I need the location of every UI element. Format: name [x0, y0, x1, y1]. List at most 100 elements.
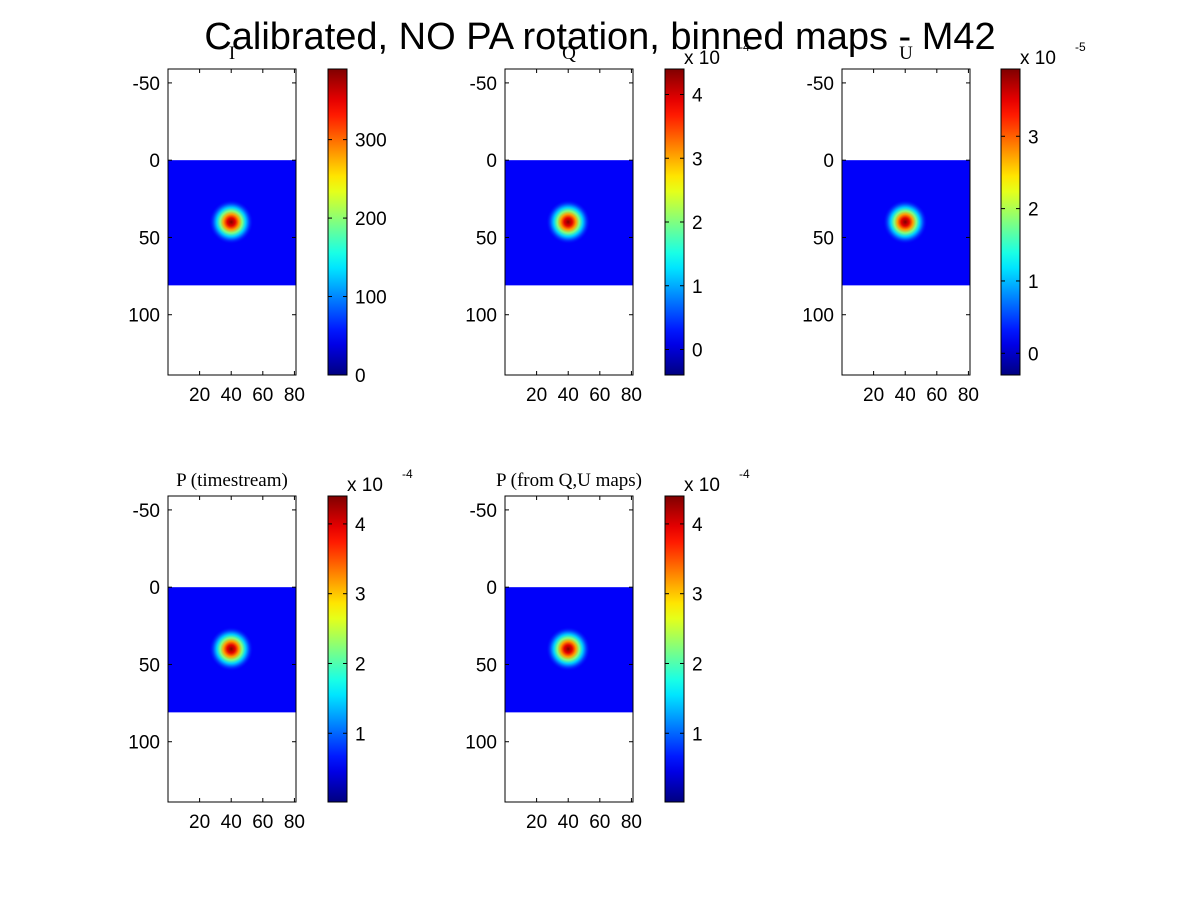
y-tick-label: 50 [139, 655, 160, 676]
source-blob [209, 199, 254, 245]
y-tick-label: 100 [802, 306, 834, 327]
colorbar-tick-label: 0 [355, 366, 366, 387]
colorbar-tick-label: 4 [692, 86, 703, 107]
colorbar: 0 1 2 3 4 x 10 -4 [664, 40, 750, 376]
source-blob [883, 199, 928, 245]
colorbar-multiplier: x 10 [347, 475, 383, 496]
axes-frame [504, 68, 634, 376]
subplot-title: P (timestream) [176, 470, 288, 491]
x-tick-label: 80 [284, 812, 305, 833]
x-tick-label: 80 [621, 812, 642, 833]
colorbar: 1 2 3 4 x 10 -4 [327, 467, 413, 803]
y-tick-label: -50 [470, 501, 497, 522]
colorbar: 0 100 200 300 [327, 68, 387, 387]
x-tick-label: 20 [189, 385, 210, 406]
colorbar-fill [327, 68, 348, 376]
source-blob [209, 626, 254, 672]
colorbar-tick-label: 1 [1028, 272, 1039, 293]
y-tick-label: -50 [807, 74, 834, 95]
x-tick-label: 40 [221, 385, 242, 406]
colorbar-tick-label: 2 [692, 654, 703, 675]
subplot-2: 20 40 60 80 -50 0 50 100 Q 0 1 2 3 4 x 10 -4 [465, 40, 750, 406]
axes-frame [504, 495, 634, 803]
y-tick-label: 50 [476, 655, 497, 676]
y-tick-label: 50 [813, 228, 834, 249]
y-tick-label: 50 [476, 228, 497, 249]
y-tick-label: -50 [470, 74, 497, 95]
colorbar-multiplier: x 10 [1020, 48, 1056, 69]
x-tick-label: 20 [526, 385, 547, 406]
subplot-title: I [229, 43, 235, 64]
x-tick-label: 40 [895, 385, 916, 406]
axes-frame [841, 68, 971, 376]
y-tick-label: 0 [486, 578, 497, 599]
x-tick-label: 60 [589, 385, 610, 406]
x-tick-label: 20 [526, 812, 547, 833]
source-blob [546, 626, 591, 672]
x-tick-label: 40 [558, 385, 579, 406]
subplot-title: Q [562, 43, 576, 64]
colorbar-tick-label: 2 [355, 654, 366, 675]
x-tick-label: 80 [958, 385, 979, 406]
colorbar-tick-label: 4 [692, 515, 703, 536]
y-tick-label: -50 [133, 74, 160, 95]
x-tick-label: 60 [589, 812, 610, 833]
colorbar-exponent: -4 [739, 467, 750, 481]
colorbar-multiplier: x 10 [684, 475, 720, 496]
axes-frame [167, 495, 297, 803]
colorbar-tick-label: 2 [692, 213, 703, 234]
x-tick-label: 80 [621, 385, 642, 406]
subplot-1: 20 40 60 80 -50 0 50 100 I 0 100 200 300 [128, 43, 386, 406]
x-tick-label: 20 [189, 812, 210, 833]
y-tick-label: 0 [149, 151, 160, 172]
y-tick-label: 100 [465, 733, 497, 754]
y-tick-label: 0 [823, 151, 834, 172]
x-tick-label: 20 [863, 385, 884, 406]
colorbar-tick-label: 2 [1028, 200, 1039, 221]
colorbar-exponent: -5 [1075, 40, 1086, 54]
x-tick-label: 60 [252, 812, 273, 833]
x-tick-label: 80 [284, 385, 305, 406]
colorbar-tick-label: 1 [692, 277, 703, 298]
y-tick-label: 0 [149, 578, 160, 599]
x-tick-label: 40 [221, 812, 242, 833]
colorbar-tick-label: 3 [355, 585, 366, 606]
colorbar-tick-label: 3 [1028, 127, 1039, 148]
colorbar: 1 2 3 4 x 10 -4 [664, 467, 750, 803]
x-tick-label: 60 [252, 385, 273, 406]
colorbar-tick-label: 0 [1028, 344, 1039, 365]
y-tick-label: 50 [139, 228, 160, 249]
colorbar-tick-label: 1 [355, 724, 366, 745]
colorbar-tick-label: 4 [355, 515, 366, 536]
colorbar-tick-label: 200 [355, 209, 387, 230]
subplot-title: P (from Q,U maps) [496, 470, 642, 491]
source-blob [546, 199, 591, 245]
colorbar-exponent: -4 [739, 40, 750, 54]
colorbar-fill [327, 495, 348, 803]
subplot-3: 20 40 60 80 -50 0 50 100 U 0 1 2 3 x 10 -5 [802, 40, 1086, 406]
colorbar-multiplier: x 10 [684, 48, 720, 69]
colorbar-tick-label: 3 [692, 149, 703, 170]
y-tick-label: 100 [128, 733, 160, 754]
colorbar-fill [1000, 68, 1021, 376]
subplot-4: 20 40 60 80 -50 0 50 100 P (timestream) 1 2 3 4 x 10 -… [128, 467, 413, 833]
x-tick-label: 40 [558, 812, 579, 833]
axes-frame [167, 68, 297, 376]
colorbar: 0 1 2 3 x 10 -5 [1000, 40, 1086, 376]
x-tick-label: 60 [926, 385, 947, 406]
colorbar-tick-label: 1 [692, 724, 703, 745]
colorbar-tick-label: 3 [692, 585, 703, 606]
colorbar-tick-label: 0 [692, 341, 703, 362]
y-tick-label: 0 [486, 151, 497, 172]
colorbar-fill [664, 495, 685, 803]
y-tick-label: 100 [465, 306, 497, 327]
subplot-title: U [899, 43, 913, 64]
colorbar-tick-label: 300 [355, 131, 387, 152]
figure-title: Calibrated, NO PA rotation, binned maps … [204, 16, 996, 58]
subplot-5: 20 40 60 80 -50 0 50 100 P (from Q,U maps) 1 2 3 4 x … [465, 467, 750, 833]
colorbar-tick-label: 100 [355, 288, 387, 309]
colorbar-exponent: -4 [402, 467, 413, 481]
y-tick-label: 100 [128, 306, 160, 327]
